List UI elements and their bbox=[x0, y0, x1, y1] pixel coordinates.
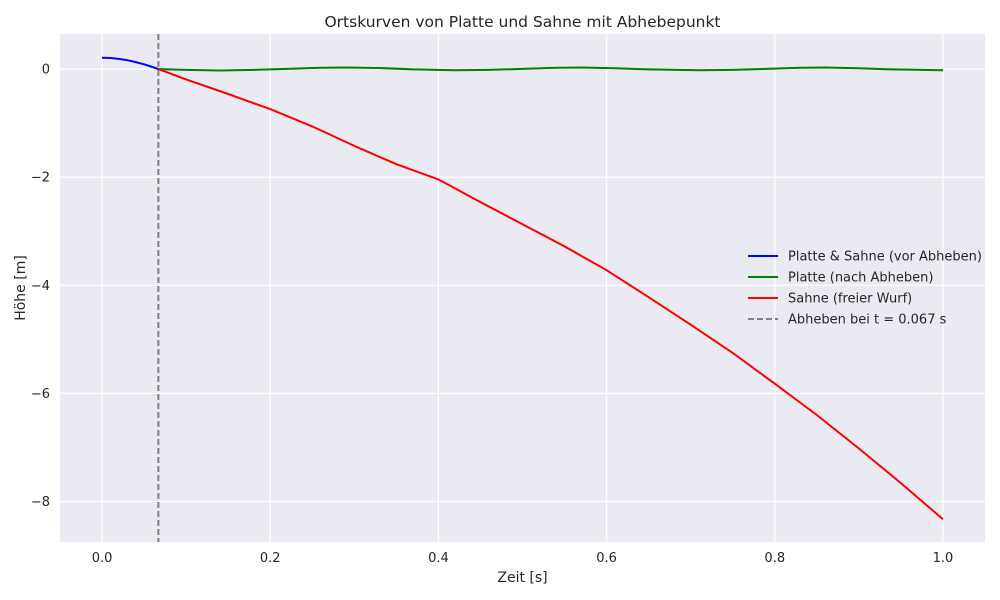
x-tick-label: 0.4 bbox=[428, 551, 449, 566]
legend-entry-2: Platte (nach Abheben) bbox=[788, 271, 933, 286]
y-tick-label: 0 bbox=[42, 63, 50, 78]
x-tick-label: 0.6 bbox=[596, 551, 617, 566]
legend-entry-3: Sahne (freier Wurf) bbox=[788, 292, 912, 307]
y-tick-label: −4 bbox=[31, 279, 50, 294]
y-tick-label: −6 bbox=[31, 387, 50, 402]
x-axis-label: Zeit [s] bbox=[497, 570, 547, 586]
x-tick-label: 0.2 bbox=[260, 551, 281, 566]
y-tick-label: −2 bbox=[31, 171, 50, 186]
series-line-1 bbox=[101, 56, 159, 71]
x-tick-label: 1.0 bbox=[933, 551, 954, 566]
legend: Platte & Sahne (vor Abheben) Platte (nach… bbox=[748, 250, 982, 328]
chart-title: Ortskurven von Platte und Sahne mit Abhe… bbox=[324, 13, 720, 31]
legend-entry-1: Platte & Sahne (vor Abheben) bbox=[788, 250, 982, 265]
y-axis-label: Höhe [m] bbox=[13, 255, 29, 321]
x-tick-label: 0.8 bbox=[764, 551, 785, 566]
x-tick-label: 0.0 bbox=[92, 551, 113, 566]
legend-entry-4: Abheben bei t = 0.067 s bbox=[788, 313, 947, 328]
series-line-3 bbox=[158, 68, 944, 521]
plot-area bbox=[60, 34, 985, 542]
series-line-2 bbox=[158, 66, 944, 72]
tick-labels: 0.0 0.2 0.4 0.6 0.8 1.0 0 −2 −4 −6 −8 bbox=[31, 63, 953, 566]
series-layer bbox=[101, 34, 944, 542]
y-tick-label: −8 bbox=[31, 495, 50, 510]
grid bbox=[60, 34, 985, 542]
